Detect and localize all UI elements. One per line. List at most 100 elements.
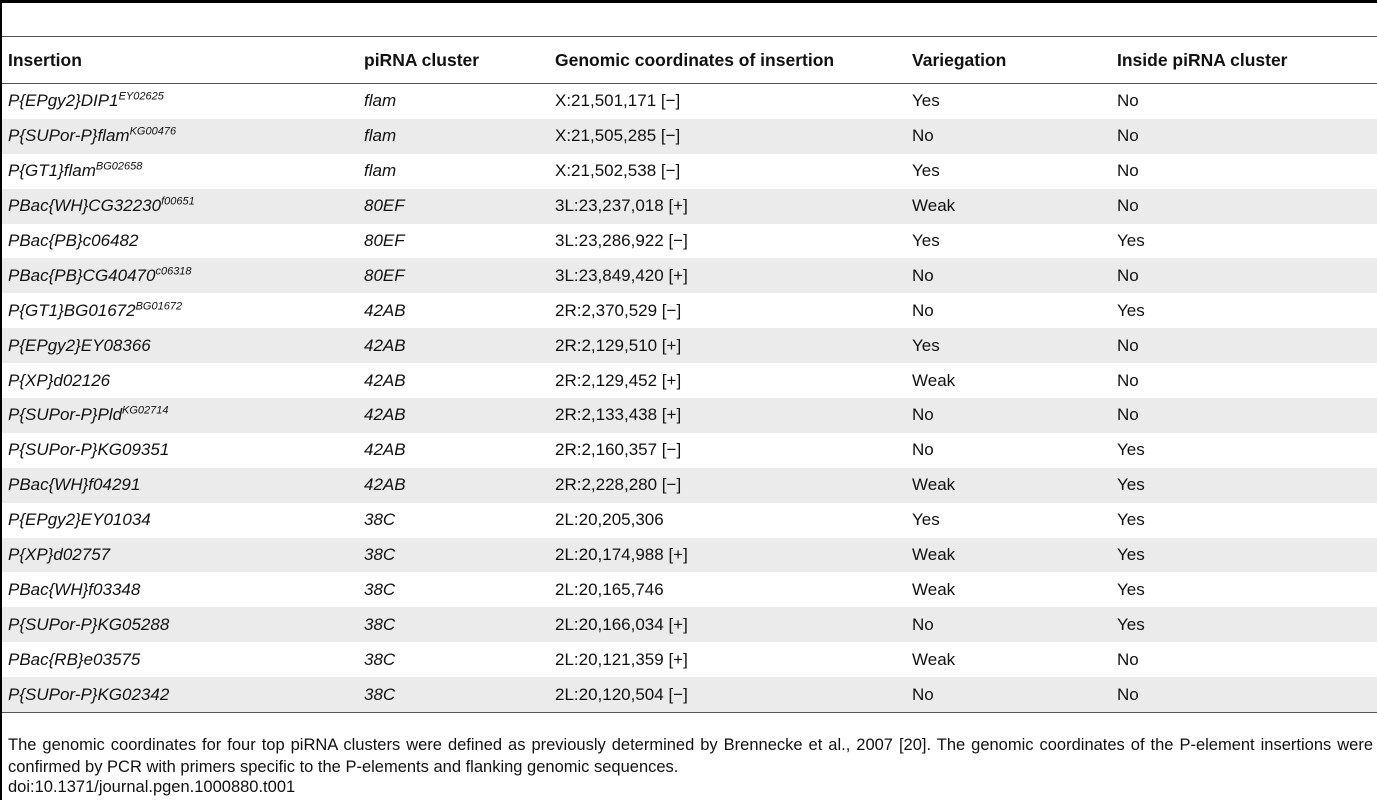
cell-pirna-cluster: 42AB (364, 475, 406, 495)
cell-variegation: Weak (912, 545, 956, 565)
insertion-name: P{SUPor-P}KG09351 (8, 440, 170, 460)
cell-variegation: Weak (912, 370, 956, 390)
insertion-allele-superscript: f00651 (161, 195, 195, 208)
cell-inside-cluster: No (1117, 335, 1139, 355)
table-row: P{GT1}BG01672BG01672 42AB 2R:2,370,529 [−]… (2, 293, 1377, 328)
insertion-name: P{EPgy2}DIP1 (8, 91, 119, 111)
insertion-name: P{SUPor-P}KG02342 (8, 684, 170, 704)
cell-pirna-cluster: 38C (364, 545, 396, 565)
cell-genomic-coordinates: X:21,502,538 [−] (555, 161, 681, 181)
left-border (0, 0, 2, 800)
insertion-name: P{EPgy2}EY01034 (8, 510, 151, 530)
cell-variegation: Yes (912, 231, 940, 250)
table-row: P{SUPor-P}KG09351 42AB 2R:2,160,357 [−] No Y… (2, 433, 1377, 468)
table-row: P{SUPor-P}PldKG02714 42AB 2R:2,133,438 [+]… (2, 398, 1377, 433)
cell-pirna-cluster: 80EF (364, 231, 405, 250)
table-row: P{EPgy2}EY01034 38C 2L:20,205,306 Yes Yes (2, 503, 1377, 538)
cell-variegation: No (912, 614, 934, 634)
insertion-name: PBac{WH}f03348 (8, 579, 141, 599)
cell-insertion: P{XP}d02126 (2, 363, 358, 398)
table-body: P{EPgy2}DIP1EY02625 flam X:21,501,171 [−] Y… (2, 84, 1377, 713)
cell-variegation: Weak (912, 579, 956, 599)
cell-inside-cluster: No (1117, 161, 1139, 181)
cell-variegation: No (912, 300, 934, 320)
insertion-allele-superscript: EY02625 (118, 90, 164, 103)
cell-genomic-coordinates: 2R:2,129,510 [+] (555, 335, 682, 355)
cell-insertion: P{SUPor-P}KG09351 (2, 433, 358, 468)
cell-inside-cluster: Yes (1117, 475, 1145, 495)
cell-genomic-coordinates: 2R:2,133,438 [+] (555, 405, 682, 425)
cell-pirna-cluster: 38C (364, 649, 396, 669)
cell-inside-cluster: No (1117, 405, 1139, 425)
table-row: P{XP}d02126 42AB 2R:2,129,452 [+] Weak No (2, 363, 1377, 398)
cell-variegation: Weak (912, 649, 956, 669)
cell-insertion: P{SUPor-P}KG02342 (2, 677, 358, 712)
cell-insertion: P{EPgy2}DIP1EY02625 (2, 84, 358, 119)
table-row: PBac{WH}f04291 42AB 2R:2,228,280 [−] Weak Ye… (2, 467, 1377, 503)
cell-inside-cluster: Yes (1117, 300, 1145, 320)
header-insertion: Insertion (8, 49, 82, 70)
insertion-allele-superscript: BG02658 (95, 160, 143, 173)
cell-pirna-cluster: 42AB (364, 335, 406, 355)
header-row: Insertion piRNA cluster Genomic coordina… (2, 36, 1377, 84)
cell-genomic-coordinates: 2L:20,120,504 [−] (555, 684, 688, 704)
cell-pirna-cluster: 42AB (364, 440, 406, 460)
insertion-allele-superscript: KG00476 (129, 125, 177, 138)
cell-inside-cluster: No (1117, 649, 1139, 669)
cell-variegation: Weak (912, 475, 956, 495)
cell-insertion: PBac{PB}CG40470c06318 (2, 258, 358, 293)
cell-genomic-coordinates: 2R:2,160,357 [−] (555, 440, 682, 460)
insertion-name: PBac{RB}e03575 (8, 649, 141, 669)
insertion-name: P{SUPor-P}Pld (8, 405, 123, 425)
cell-insertion: P{GT1}BG01672BG01672 (2, 293, 358, 328)
cell-genomic-coordinates: 2L:20,205,306 (555, 510, 664, 530)
cell-insertion: PBac{WH}f03348 (2, 572, 358, 607)
table-container: Insertion piRNA cluster Genomic coordina… (2, 36, 1377, 713)
table-row: P{SUPor-P}flamKG00476 flam X:21,505,285 [−… (2, 118, 1377, 154)
cell-pirna-cluster: 42AB (364, 370, 406, 390)
cell-genomic-coordinates: 3L:23,286,922 [−] (555, 231, 688, 250)
cell-pirna-cluster: 38C (364, 510, 396, 530)
cell-pirna-cluster: 42AB (364, 405, 406, 425)
insertion-name: P{SUPor-P}KG05288 (8, 614, 170, 634)
cell-insertion: P{XP}d02757 (2, 538, 358, 573)
table-row: P{SUPor-P}KG02342 38C 2L:20,120,504 [−] No N… (2, 677, 1377, 713)
insertion-name: PBac{WH}f04291 (8, 475, 141, 495)
insertion-name: P{GT1}BG01672 (8, 300, 136, 320)
cell-genomic-coordinates: X:21,501,171 [−] (555, 91, 681, 111)
cell-variegation: Yes (912, 161, 940, 181)
cell-genomic-coordinates: 3L:23,849,420 [+] (555, 265, 688, 285)
table-row: P{XP}d02757 38C 2L:20,174,988 [+] Weak Yes (2, 537, 1377, 573)
cell-insertion: P{EPgy2}EY08366 (2, 328, 358, 363)
table-row: P{GT1}flamBG02658 flam X:21,502,538 [−] Yes… (2, 154, 1377, 189)
cell-genomic-coordinates: 2L:20,166,034 [+] (555, 614, 688, 634)
cell-inside-cluster: No (1117, 370, 1139, 390)
insertions-table: Insertion piRNA cluster Genomic coordina… (2, 36, 1377, 713)
cell-inside-cluster: No (1117, 196, 1139, 216)
cell-inside-cluster: Yes (1117, 510, 1145, 530)
table-row: PBac{RB}e03575 38C 2L:20,121,359 [+] Weak No (2, 642, 1377, 677)
table-row: PBac{WH}f03348 38C 2L:20,165,746 Weak Yes (2, 572, 1377, 607)
cell-insertion: PBac{WH}CG32230f00651 (2, 189, 358, 224)
cell-inside-cluster: No (1117, 91, 1139, 111)
insertion-allele-superscript: BG01672 (135, 300, 183, 313)
cell-pirna-cluster: 38C (364, 684, 396, 704)
table-row: P{EPgy2}DIP1EY02625 flam X:21,501,171 [−] Y… (2, 84, 1377, 119)
cell-pirna-cluster: 38C (364, 579, 396, 599)
cell-genomic-coordinates: 3L:23,237,018 [+] (555, 196, 688, 216)
table-row: P{SUPor-P}KG05288 38C 2L:20,166,034 [+] No Y… (2, 607, 1377, 643)
cell-insertion: P{GT1}flamBG02658 (2, 154, 358, 189)
insertion-name: P{EPgy2}EY08366 (8, 335, 151, 355)
top-border (0, 0, 1377, 3)
cell-inside-cluster: Yes (1117, 440, 1145, 460)
cell-variegation: No (912, 265, 934, 285)
cell-inside-cluster: Yes (1117, 614, 1145, 634)
cell-variegation: No (912, 126, 934, 146)
insertion-name: PBac{WH}CG32230 (8, 196, 162, 216)
table-row: PBac{PB}c06482 80EF 3L:23,286,922 [−] Yes Ye… (2, 224, 1377, 259)
cell-pirna-cluster: 38C (364, 614, 396, 634)
header-inside-cluster: Inside piRNA cluster (1117, 49, 1288, 70)
cell-inside-cluster: Yes (1117, 231, 1145, 250)
cell-pirna-cluster: flam (364, 126, 397, 146)
insertion-allele-superscript: c06318 (155, 265, 192, 278)
